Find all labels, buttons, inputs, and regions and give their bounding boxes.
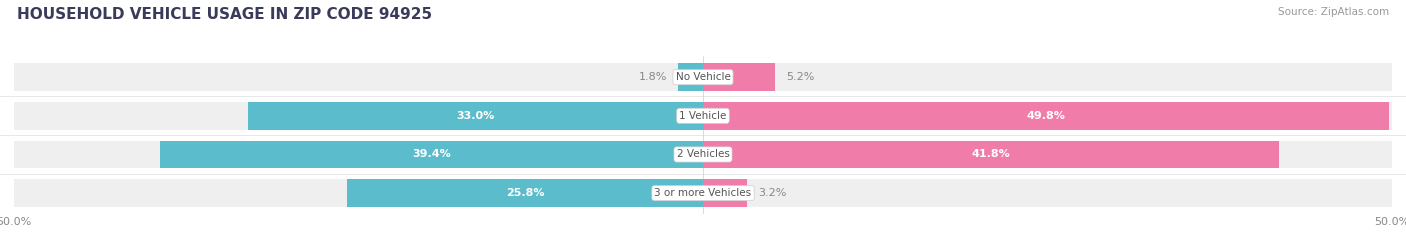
Text: 33.0%: 33.0% — [457, 111, 495, 121]
Text: 39.4%: 39.4% — [412, 149, 451, 159]
Text: 3.2%: 3.2% — [758, 188, 786, 198]
Text: 1.8%: 1.8% — [638, 72, 668, 82]
Bar — [703, 179, 1392, 207]
Bar — [678, 63, 703, 91]
Text: Source: ZipAtlas.com: Source: ZipAtlas.com — [1278, 7, 1389, 17]
Text: HOUSEHOLD VEHICLE USAGE IN ZIP CODE 94925: HOUSEHOLD VEHICLE USAGE IN ZIP CODE 9492… — [17, 7, 432, 22]
Bar — [347, 179, 703, 207]
Text: 2 Vehicles: 2 Vehicles — [676, 149, 730, 159]
Text: 25.8%: 25.8% — [506, 188, 544, 198]
Text: 5.2%: 5.2% — [786, 72, 814, 82]
Text: 49.8%: 49.8% — [1026, 111, 1066, 121]
Text: 3 or more Vehicles: 3 or more Vehicles — [654, 188, 752, 198]
Bar — [703, 102, 1389, 130]
Bar — [14, 179, 703, 207]
Bar — [703, 179, 747, 207]
Bar — [14, 140, 703, 168]
Bar — [703, 63, 775, 91]
Bar — [703, 140, 1392, 168]
Bar — [703, 63, 1392, 91]
Bar — [247, 102, 703, 130]
Bar — [703, 102, 1392, 130]
Bar — [160, 140, 703, 168]
Text: 41.8%: 41.8% — [972, 149, 1011, 159]
Bar — [14, 63, 703, 91]
Text: No Vehicle: No Vehicle — [675, 72, 731, 82]
Bar — [703, 140, 1279, 168]
Text: 1 Vehicle: 1 Vehicle — [679, 111, 727, 121]
Bar — [14, 102, 703, 130]
